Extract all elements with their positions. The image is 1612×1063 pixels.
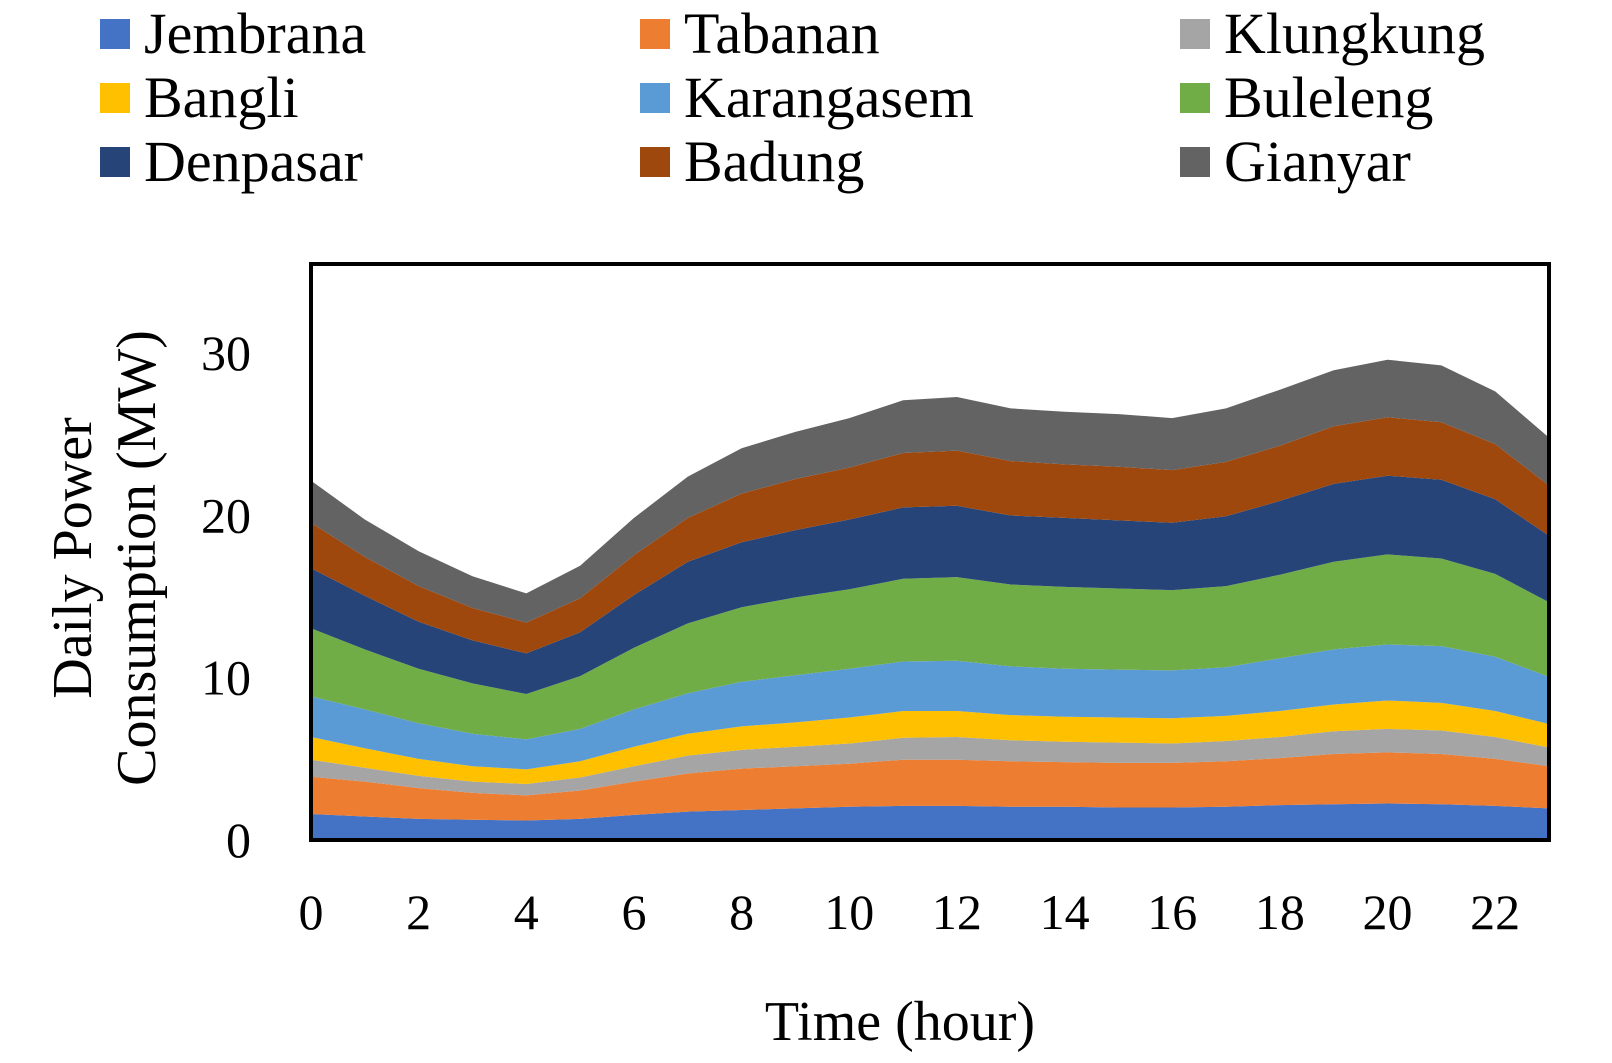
legend-item-buleleng: Buleleng [1180,68,1433,128]
legend-swatch [100,83,130,113]
legend-swatch [1180,83,1210,113]
y-axis-ticks: 0 10 20 30 [201,325,251,868]
legend-item-denpasar: Denpasar [100,132,363,192]
area-series-badung [311,417,1549,654]
area-series-gianyar [311,359,1549,623]
x-tick-label: 10 [824,884,874,940]
legend-label: Buleleng [1224,65,1434,130]
legend-label: Jembrana [144,1,367,66]
plot-frame [309,262,1551,842]
legend-label: Tabanan [684,1,880,66]
x-tick-label: 6 [621,884,646,940]
y-axis-title-line-1: Daily Power [42,417,104,699]
legend-item-badung: Badung [640,132,864,192]
legend-swatch [640,19,670,49]
legend-label: Badung [684,129,865,194]
legend-item-klungkung: Klungkung [1180,4,1485,64]
area-series-buleleng [311,554,1549,740]
y-tick-label: 20 [201,487,251,543]
area-series-bangli [311,700,1549,784]
x-tick-label: 0 [299,884,324,940]
x-tick-label: 8 [729,884,754,940]
area-series-jembrana [311,803,1549,840]
legend-label: Gianyar [1224,129,1411,194]
legend-label: Bangli [144,65,299,130]
x-tick-label: 12 [932,884,982,940]
legend-label: Klungkung [1224,1,1485,66]
legend-label: Denpasar [144,129,364,194]
legend-item-jembrana: Jembrana [100,4,366,64]
legend-item-bangli: Bangli [100,68,299,128]
x-tick-label: 22 [1470,884,1520,940]
y-axis-title-line-2: Consumption (MW) [106,330,168,786]
y-axis-title-group: Daily Power Consumption (MW) [42,330,168,786]
x-tick-label: 18 [1255,884,1305,940]
area-series-group [311,359,1549,840]
legend-swatch [100,147,130,177]
legend-item-tabanan: Tabanan [640,4,880,64]
x-tick-label: 2 [406,884,431,940]
area-series-denpasar [311,475,1549,694]
legend-item-karangasem: Karangasem [640,68,974,128]
legend-swatch [640,147,670,177]
legend-item-gianyar: Gianyar [1180,132,1411,192]
x-axis-ticks: 0 2 4 6 8 10 12 14 16 18 20 22 [299,884,1521,940]
x-tick-label: 4 [514,884,539,940]
area-series-tabanan [311,752,1549,821]
legend-swatch [640,83,670,113]
area-series-klungkung [311,728,1549,796]
x-tick-label: 20 [1363,884,1413,940]
legend-label: Karangasem [684,65,974,130]
y-tick-label: 30 [201,325,251,381]
area-series-karangasem [311,644,1549,770]
y-tick-label: 10 [201,650,251,706]
legend-swatch [100,19,130,49]
y-tick-label: 0 [226,812,251,868]
x-tick-label: 14 [1040,884,1090,940]
x-axis-title: Time (hour) [765,991,1035,1053]
legend-swatch [1180,147,1210,177]
x-tick-label: 16 [1147,884,1197,940]
legend-swatch [1180,19,1210,49]
